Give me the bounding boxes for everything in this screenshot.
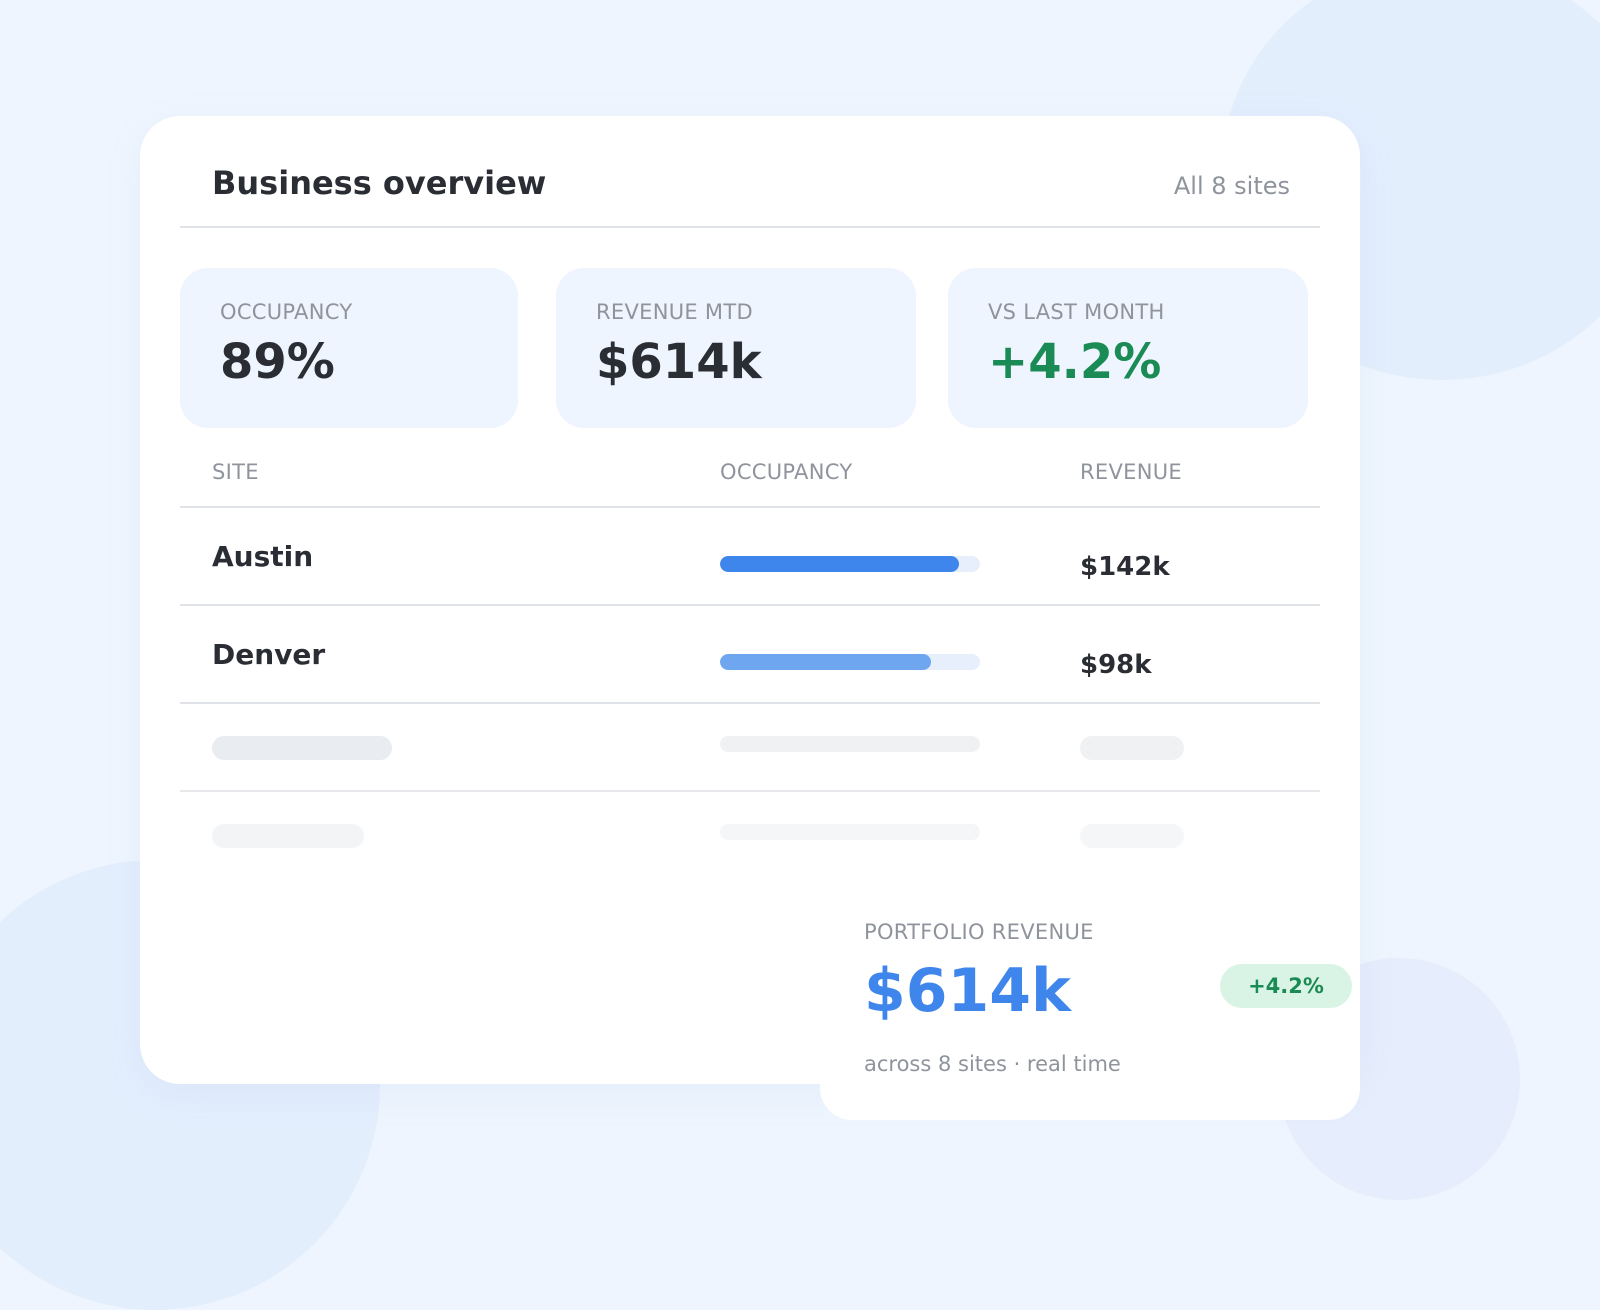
kpi-value: $614k: [596, 334, 762, 390]
kpi-value: 89%: [220, 334, 335, 390]
skeleton-occupancy: [720, 736, 980, 752]
portfolio-revenue-card: PORTFOLIO REVENUE $614k +4.2% across 8 s…: [820, 866, 1360, 1120]
table-header-divider: [180, 506, 1320, 508]
occupancy-bar-fill: [720, 654, 931, 670]
card-title: Business overview: [212, 164, 547, 202]
header-divider: [180, 226, 1320, 228]
kpi-label: OCCUPANCY: [220, 300, 353, 324]
summary-value: $614k: [864, 956, 1071, 1026]
skeleton-revenue: [1080, 824, 1184, 848]
kpi-card-occupancy: OCCUPANCY 89%: [180, 268, 518, 428]
summary-subtitle: across 8 sites · real time: [864, 1052, 1121, 1076]
occupancy-bar-fill: [720, 556, 960, 572]
kpi-card-revenue-mtd: REVENUE MTD $614k: [556, 268, 916, 428]
occupancy-bar: [720, 654, 980, 670]
kpi-card-vs-last-month: VS LAST MONTH +4.2%: [948, 268, 1308, 428]
column-header-site[interactable]: SITE: [212, 460, 259, 484]
column-header-revenue[interactable]: REVENUE: [1080, 460, 1182, 484]
site-scope-selector[interactable]: All 8 sites: [1173, 172, 1290, 200]
change-badge: +4.2%: [1220, 964, 1352, 1008]
skeleton-site: [212, 824, 364, 848]
skeleton-site: [212, 736, 392, 760]
kpi-label: REVENUE MTD: [596, 300, 753, 324]
skeleton-revenue: [1080, 736, 1184, 760]
revenue-value: $142k: [1080, 552, 1170, 582]
summary-label: PORTFOLIO REVENUE: [864, 920, 1094, 944]
row-divider: [180, 604, 1320, 606]
skeleton-occupancy: [720, 824, 980, 840]
revenue-value: $98k: [1080, 650, 1152, 680]
column-header-occupancy[interactable]: OCCUPANCY: [720, 460, 853, 484]
row-divider: [180, 790, 1320, 792]
site-name: Austin: [212, 540, 314, 573]
row-divider: [180, 702, 1320, 704]
site-name: Denver: [212, 638, 326, 671]
kpi-label: VS LAST MONTH: [988, 300, 1165, 324]
kpi-value: +4.2%: [988, 334, 1162, 390]
occupancy-bar: [720, 556, 980, 572]
